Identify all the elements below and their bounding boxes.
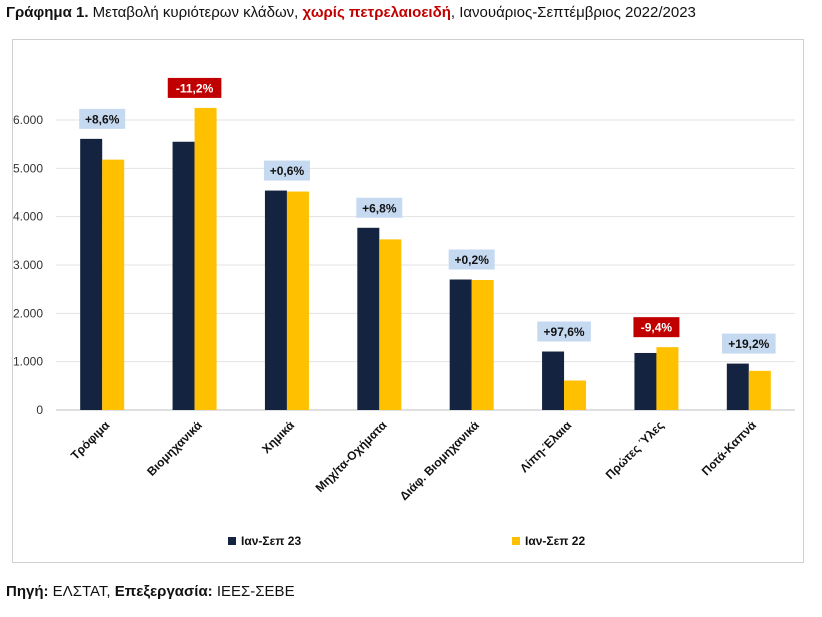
title-prefix: Γράφημα 1. <box>6 4 89 21</box>
bar-ian-sep-23 <box>264 190 287 410</box>
annotation-label: +0,6% <box>270 164 305 178</box>
category-label: Ποτά-Καπνά <box>699 418 760 479</box>
category-label: Χημικά <box>259 418 297 456</box>
annotation-box <box>537 321 591 342</box>
bar-ian-sep-23 <box>80 138 103 410</box>
y-tick-label: 2.000 <box>13 306 43 320</box>
y-tick-label: 5.000 <box>13 161 43 175</box>
annotation-box <box>79 108 126 129</box>
category-label: Διάφ. Βιομηχανικά <box>397 418 482 503</box>
category-label: Βιομηχανικά <box>144 418 205 479</box>
bar-ian-sep-23 <box>449 279 472 410</box>
processing-label: Επεξεργασία: <box>114 583 213 600</box>
annotation-label: +6,8% <box>362 201 397 215</box>
title-highlight: χωρίς πετρελαιοειδή <box>302 4 451 21</box>
title-text-after: , Ιανουάριος-Σεπτέμβριος 2022/2023 <box>450 4 696 21</box>
annotation-label: -11,2% <box>176 81 214 95</box>
annotation-box <box>448 249 495 270</box>
bar-ian-sep-23 <box>357 227 380 410</box>
bar-ian-sep-23 <box>634 352 657 410</box>
title-text-before: Μεταβολή κυριότερων κλάδων, <box>88 4 303 21</box>
y-tick-label: 0 <box>36 403 43 417</box>
bar-ian-sep-22 <box>748 370 771 410</box>
annotation-box <box>722 333 776 354</box>
annotation-label: +19,2% <box>728 337 769 351</box>
bar-chart: 0 1.000 2.000 3.000 4.000 5.000 6.000 +8,6% Τρόφ… <box>13 77 795 548</box>
annotation-label: +97,6% <box>544 325 585 339</box>
bar-ian-sep-22 <box>194 107 217 411</box>
bar-ian-sep-23 <box>542 351 565 410</box>
bar-ian-sep-22 <box>656 347 679 410</box>
y-tick-label: 4.000 <box>13 210 43 224</box>
category-label: Μηχ/τα-Οχήματα <box>313 418 390 495</box>
annotation-label: +8,6% <box>85 112 120 126</box>
legend-swatch <box>228 537 236 545</box>
annotation-label: +0,2% <box>455 253 490 267</box>
processing-value: ΙΕΕΣ-ΣΕΒΕ <box>212 583 295 600</box>
annotation-box <box>633 317 680 338</box>
annotation-box <box>263 160 310 181</box>
y-tick-label: 6.000 <box>13 113 43 127</box>
annotation-box <box>167 77 222 98</box>
chart-frame <box>12 39 804 563</box>
y-tick-label: 1.000 <box>13 355 43 369</box>
category-label: Τρόφιμα <box>68 418 113 463</box>
bar-ian-sep-22 <box>102 159 125 410</box>
category-label: Πρώτες Ύλες <box>603 418 667 482</box>
chart-title: Γράφημα 1. Μεταβολή κυριότερων κλάδων, χ… <box>6 4 696 21</box>
y-tick-label: 3.000 <box>13 258 43 272</box>
bar-ian-sep-22 <box>286 191 309 410</box>
category-label: Λίπη-Έλαια <box>517 418 575 476</box>
legend-swatch <box>512 537 520 545</box>
bar-ian-sep-22 <box>379 239 402 410</box>
source-value: ΕΛΣΤΑΤ, <box>48 583 115 600</box>
legend-label: Ιαν-Σεπ 22 <box>525 534 585 548</box>
bar-ian-sep-23 <box>726 363 749 410</box>
annotation-box <box>356 197 403 218</box>
bar-ian-sep-22 <box>471 279 494 410</box>
source-label: Πηγή: <box>6 583 49 600</box>
source-line: Πηγή: ΕΛΣΤΑΤ, Επεξεργασία: ΙΕΕΣ-ΣΕΒΕ <box>6 583 295 600</box>
bar-ian-sep-23 <box>172 141 195 410</box>
legend-label: Ιαν-Σεπ 23 <box>241 534 301 548</box>
annotation-label: -9,4% <box>641 321 673 335</box>
bar-ian-sep-22 <box>564 380 587 410</box>
